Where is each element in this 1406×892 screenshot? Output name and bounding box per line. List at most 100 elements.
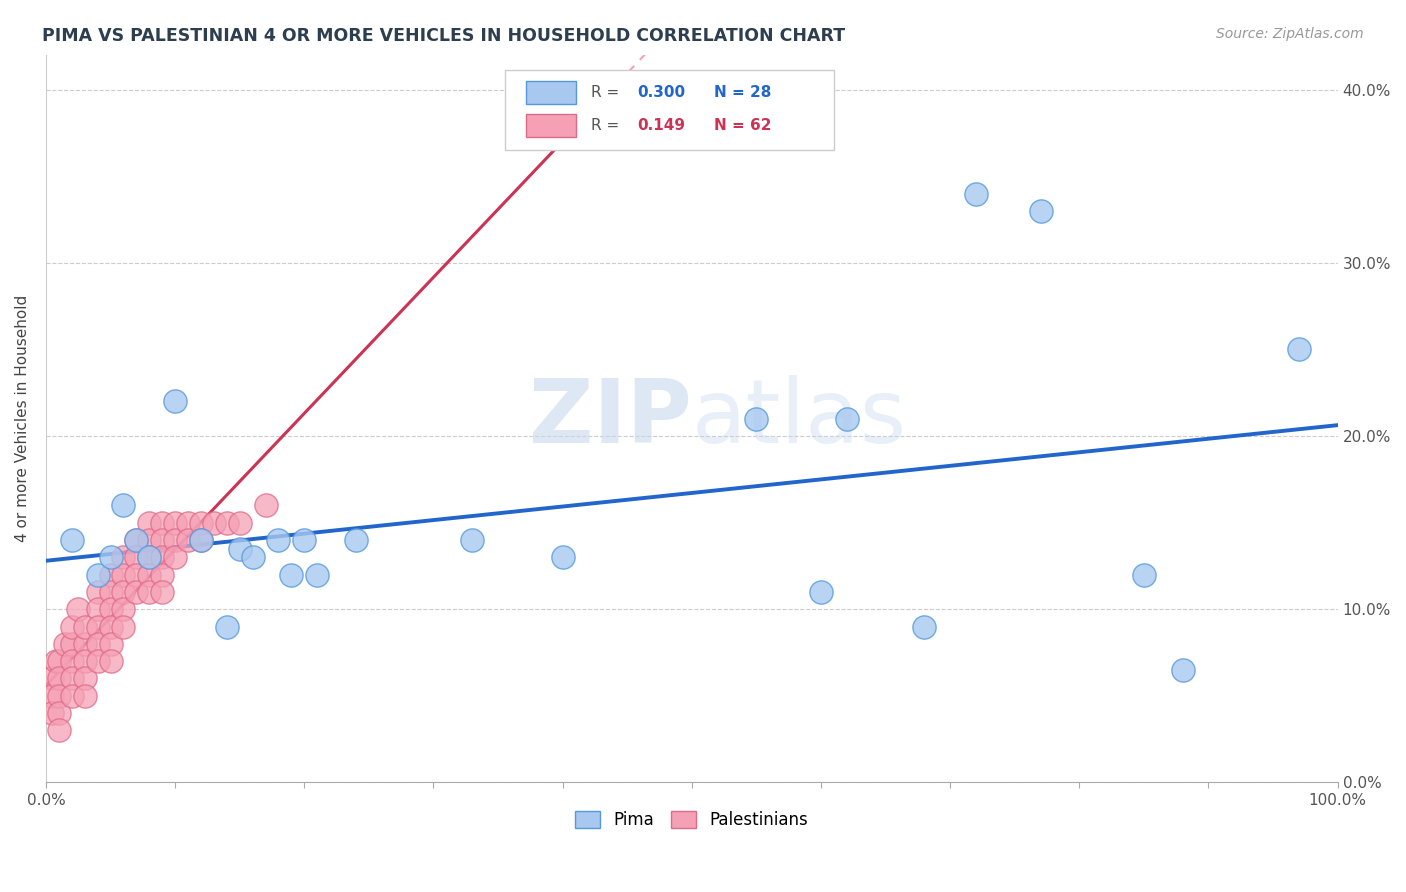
Text: PIMA VS PALESTINIAN 4 OR MORE VEHICLES IN HOUSEHOLD CORRELATION CHART: PIMA VS PALESTINIAN 4 OR MORE VEHICLES I…: [42, 27, 845, 45]
Point: [461, 533, 484, 547]
Point: [810, 585, 832, 599]
Point: [100, 637, 122, 651]
Point: [60, 672, 83, 686]
Text: atlas: atlas: [692, 376, 907, 462]
Point: [190, 516, 212, 530]
Text: 0.149: 0.149: [637, 118, 686, 133]
Point: [112, 499, 135, 513]
Point: [86, 637, 108, 651]
Point: [60, 533, 83, 547]
Point: [125, 567, 148, 582]
Point: [73, 619, 96, 633]
FancyBboxPatch shape: [505, 70, 834, 150]
Text: ZIP: ZIP: [529, 376, 692, 462]
Point: [267, 533, 290, 547]
Point: [86, 619, 108, 633]
Point: [86, 585, 108, 599]
Point: [73, 654, 96, 668]
Point: [190, 533, 212, 547]
Point: [138, 550, 160, 565]
Point: [177, 516, 200, 530]
Point: [67, 602, 90, 616]
Point: [138, 533, 160, 547]
Point: [60, 654, 83, 668]
Text: Source: ZipAtlas.com: Source: ZipAtlas.com: [1216, 27, 1364, 41]
Point: [112, 567, 135, 582]
Point: [165, 394, 187, 409]
Point: [125, 533, 148, 547]
Point: [41, 672, 63, 686]
Point: [45, 654, 67, 668]
Point: [41, 689, 63, 703]
Point: [254, 499, 277, 513]
Point: [190, 533, 212, 547]
Point: [150, 533, 173, 547]
Point: [100, 619, 122, 633]
Point: [307, 567, 329, 582]
Point: [138, 585, 160, 599]
Point: [551, 550, 574, 565]
Point: [60, 619, 83, 633]
Point: [1288, 343, 1310, 357]
Point: [100, 602, 122, 616]
Point: [60, 637, 83, 651]
Point: [165, 516, 187, 530]
Point: [242, 550, 264, 565]
Point: [150, 585, 173, 599]
Text: 0.300: 0.300: [637, 85, 686, 100]
Point: [215, 619, 238, 633]
Legend: Pima, Palestinians: Pima, Palestinians: [568, 805, 815, 836]
Point: [86, 602, 108, 616]
Point: [73, 672, 96, 686]
Bar: [526, 80, 575, 103]
Point: [177, 533, 200, 547]
Point: [280, 567, 302, 582]
Point: [112, 602, 135, 616]
Point: [835, 411, 858, 425]
Point: [1171, 663, 1194, 677]
Point: [344, 533, 367, 547]
Point: [100, 550, 122, 565]
Point: [60, 689, 83, 703]
Point: [100, 654, 122, 668]
Point: [112, 619, 135, 633]
Point: [86, 567, 108, 582]
Point: [912, 619, 935, 633]
Point: [125, 550, 148, 565]
Point: [48, 689, 70, 703]
Text: R =: R =: [591, 118, 628, 133]
Point: [965, 186, 987, 201]
Point: [86, 654, 108, 668]
Point: [165, 550, 187, 565]
Point: [150, 567, 173, 582]
Point: [125, 533, 148, 547]
Point: [125, 585, 148, 599]
Point: [745, 411, 768, 425]
Point: [41, 706, 63, 720]
Text: N = 28: N = 28: [714, 85, 770, 100]
Point: [138, 550, 160, 565]
Y-axis label: 4 or more Vehicles in Household: 4 or more Vehicles in Household: [15, 295, 30, 542]
Point: [292, 533, 315, 547]
Point: [228, 541, 250, 556]
Point: [150, 550, 173, 565]
Point: [228, 516, 250, 530]
Bar: [526, 114, 575, 137]
Point: [48, 706, 70, 720]
Point: [48, 723, 70, 738]
Point: [100, 567, 122, 582]
Point: [138, 516, 160, 530]
Point: [138, 567, 160, 582]
Point: [53, 637, 76, 651]
Point: [100, 585, 122, 599]
Text: N = 62: N = 62: [714, 118, 772, 133]
Point: [215, 516, 238, 530]
Point: [1133, 567, 1156, 582]
Point: [73, 637, 96, 651]
Point: [48, 654, 70, 668]
Point: [112, 585, 135, 599]
Point: [1029, 204, 1052, 219]
Point: [202, 516, 225, 530]
Point: [48, 672, 70, 686]
Text: R =: R =: [591, 85, 624, 100]
